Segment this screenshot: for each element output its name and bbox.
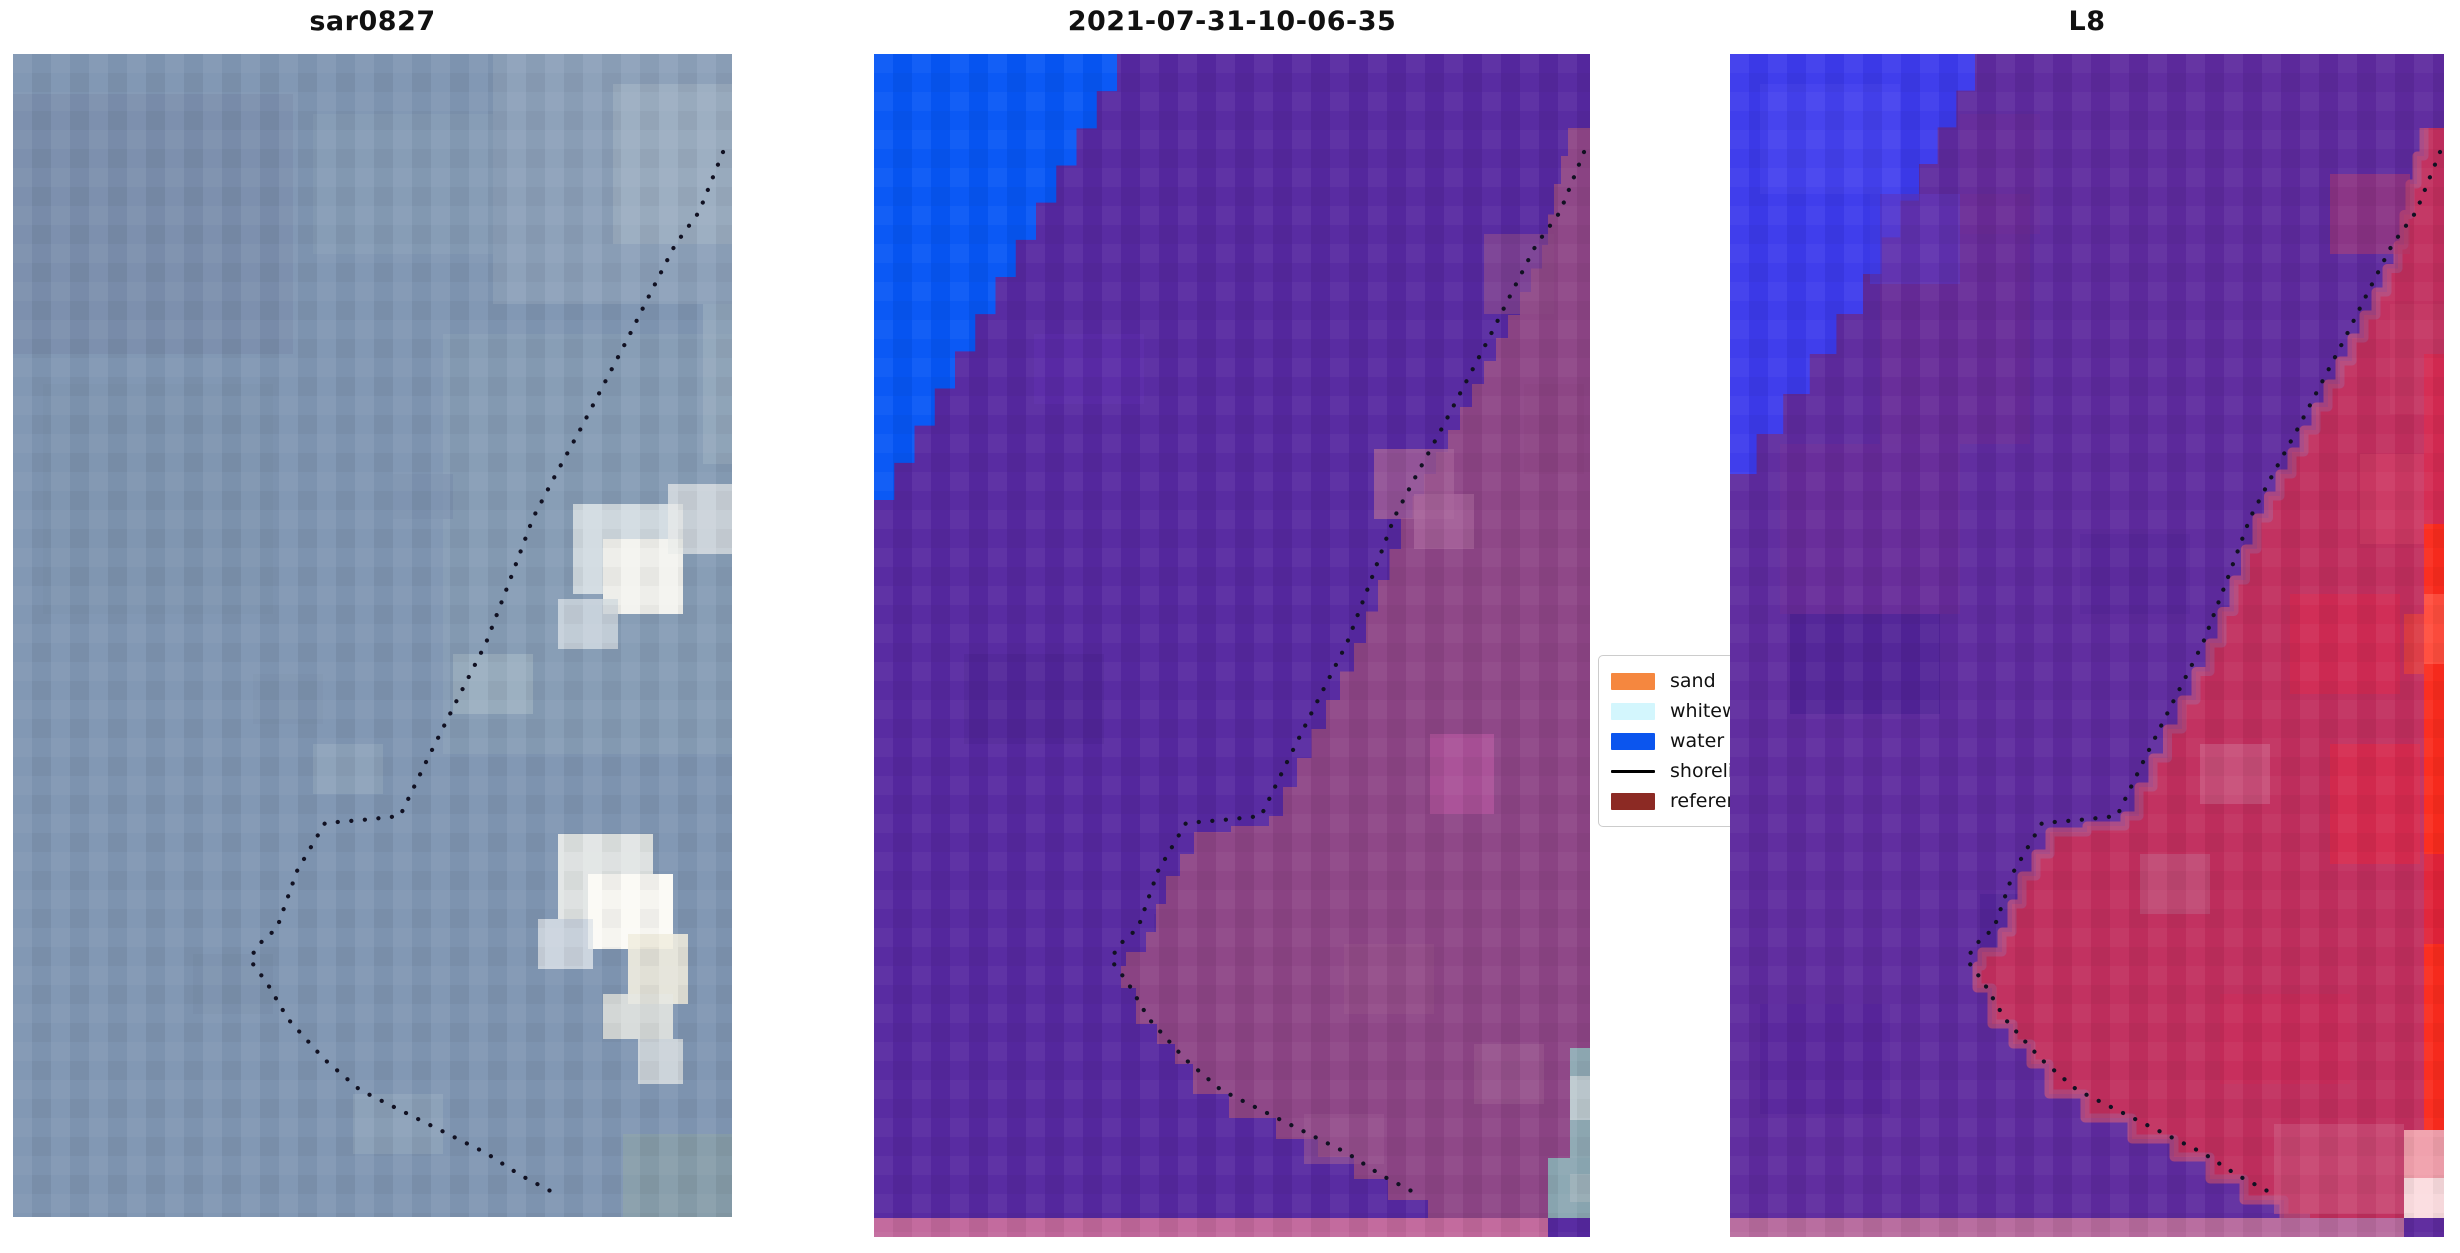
panel-right-svg — [1730, 54, 2444, 1237]
sand-swatch — [1611, 672, 1655, 690]
panel-l8-image — [1730, 54, 2444, 1237]
panel-middle-svg — [874, 54, 1590, 1237]
whitewater-swatch — [1611, 702, 1655, 720]
reference-swatch — [1611, 792, 1655, 810]
panel-classification-image — [874, 54, 1590, 1237]
shoreline-swatch — [1611, 769, 1655, 773]
panel-left-svg — [13, 54, 732, 1217]
legend-item-sand: sand — [1611, 666, 1776, 696]
legend-label-water: water — [1670, 729, 1725, 752]
panel-middle-title: 2021-07-31-10-06-35 — [1067, 6, 1397, 37]
panel-right-title: L8 — [2068, 6, 2106, 37]
panel-left-title: sar0827 — [309, 6, 436, 37]
panel-sar-image — [13, 54, 732, 1217]
water-swatch — [1611, 732, 1655, 750]
legend-label-sand: sand — [1670, 669, 1716, 692]
legend-item-water: water — [1611, 726, 1776, 756]
